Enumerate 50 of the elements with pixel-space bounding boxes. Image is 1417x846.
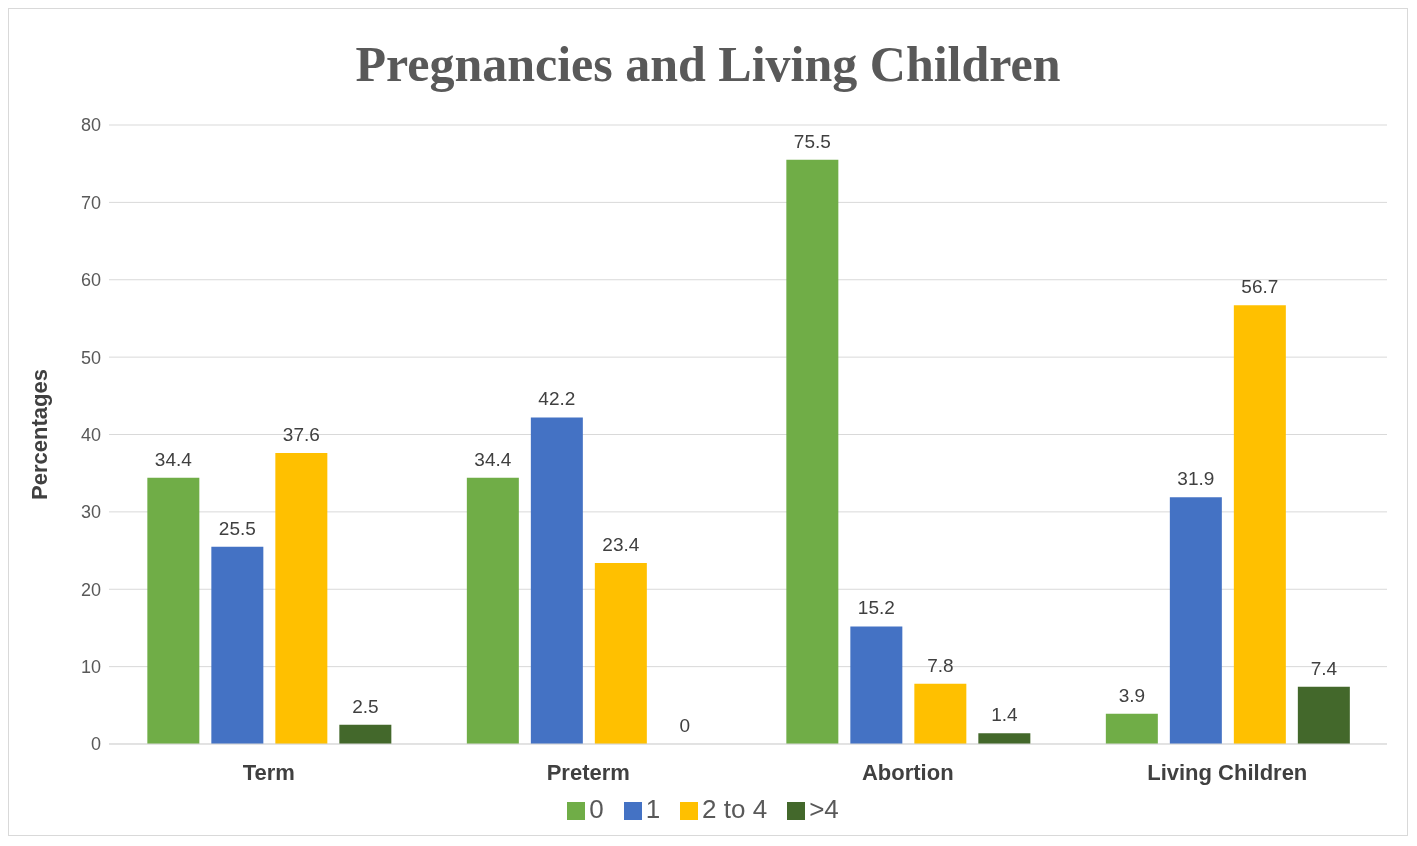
y-tick-label: 80 bbox=[80, 115, 101, 136]
data-label: 23.4 bbox=[602, 533, 640, 555]
x-tick-label: Abortion bbox=[861, 759, 954, 785]
data-label: 75.5 bbox=[793, 130, 831, 152]
bar bbox=[1297, 686, 1350, 744]
legend-label: 0 bbox=[589, 794, 604, 824]
data-label: 0 bbox=[679, 714, 691, 736]
data-label: 34.4 bbox=[154, 448, 193, 470]
data-label: 7.4 bbox=[1310, 657, 1338, 679]
y-tick-label: 40 bbox=[80, 424, 101, 445]
bar bbox=[1169, 497, 1222, 744]
bar bbox=[850, 626, 903, 744]
legend-label: 2 to 4 bbox=[702, 794, 768, 824]
bar bbox=[914, 683, 967, 744]
data-label: 7.8 bbox=[927, 654, 954, 676]
bar bbox=[978, 733, 1031, 744]
bar bbox=[147, 477, 200, 744]
y-tick-label: 70 bbox=[80, 192, 101, 213]
data-label: 25.5 bbox=[218, 517, 256, 539]
y-tick-label: 60 bbox=[80, 270, 101, 291]
y-tick-label: 30 bbox=[80, 502, 101, 523]
bar bbox=[530, 417, 583, 744]
y-axis-title: Percentages bbox=[26, 369, 52, 500]
x-tick-label: Term bbox=[242, 759, 295, 785]
bar bbox=[211, 546, 264, 744]
bar bbox=[275, 453, 328, 744]
legend-label: >4 bbox=[809, 794, 839, 824]
data-label: 42.2 bbox=[538, 388, 576, 410]
x-tick-label: Preterm bbox=[546, 759, 630, 785]
data-label: 2.5 bbox=[352, 695, 379, 717]
bar bbox=[466, 477, 519, 744]
bar bbox=[786, 159, 839, 744]
data-label: 1.4 bbox=[991, 704, 1018, 726]
y-tick-label: 50 bbox=[80, 347, 101, 368]
y-tick-label: 20 bbox=[80, 579, 101, 600]
y-tick-label: 0 bbox=[90, 734, 101, 755]
bar bbox=[1233, 305, 1286, 744]
data-label: 34.4 bbox=[474, 448, 512, 470]
legend-label: 1 bbox=[645, 794, 661, 824]
bar bbox=[594, 562, 647, 744]
y-tick-label: 10 bbox=[80, 657, 101, 678]
data-label: 56.7 bbox=[1241, 276, 1279, 298]
data-label: 31.9 bbox=[1177, 468, 1215, 490]
data-label: 3.9 bbox=[1118, 684, 1146, 706]
bar bbox=[339, 724, 392, 744]
chart-title: Pregnancies and Living Children bbox=[354, 35, 1062, 94]
data-label: 37.6 bbox=[282, 424, 320, 446]
bar bbox=[1105, 713, 1158, 744]
x-tick-label: Living Children bbox=[1147, 759, 1308, 785]
data-label: 15.2 bbox=[857, 597, 895, 619]
